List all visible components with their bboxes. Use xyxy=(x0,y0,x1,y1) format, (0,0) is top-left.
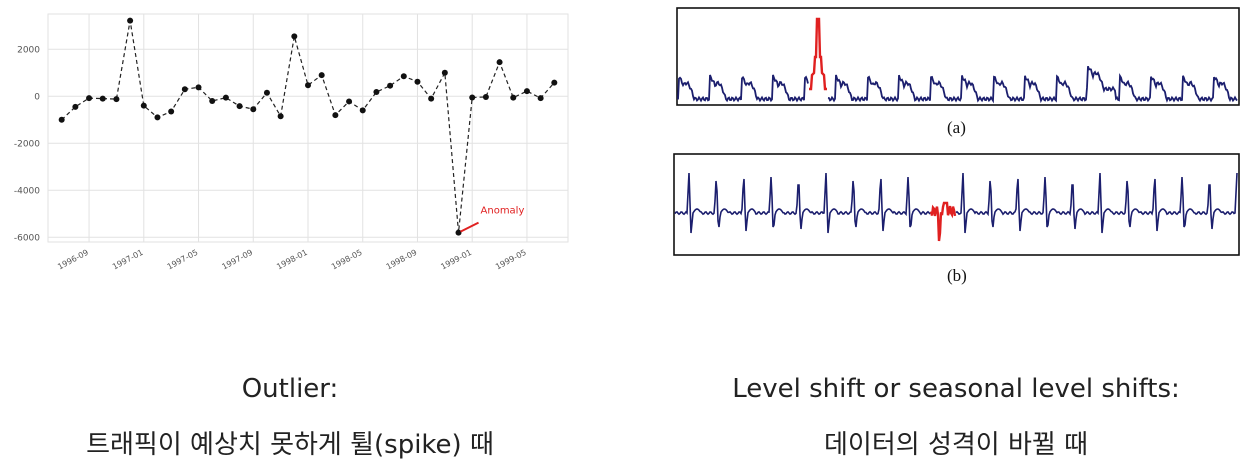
data-point xyxy=(72,103,79,110)
data-point xyxy=(181,86,188,93)
x-tick-label: 1997-09 xyxy=(220,248,254,272)
data-point xyxy=(305,82,311,89)
data-point xyxy=(523,88,530,95)
data-point xyxy=(414,78,421,85)
outlier-line-chart: 2000 0 -2000 -4000 -6000 1996-09 1997-01 1997-… xyxy=(14,13,569,272)
data-point xyxy=(140,102,147,109)
level-shift-segment xyxy=(929,201,957,242)
data-point xyxy=(441,69,448,76)
x-tick-label: 1997-05 xyxy=(166,248,200,272)
data-point xyxy=(209,97,216,104)
x-tick-label: 1999-01 xyxy=(439,248,473,272)
data-point xyxy=(222,94,229,101)
data-point xyxy=(373,89,380,96)
y-tick-label: 2000 xyxy=(17,45,40,55)
level-shift-description: 데이터의 성격이 바뀔 때 xyxy=(824,430,1088,460)
data-point xyxy=(318,72,325,79)
signal-line xyxy=(827,65,1238,104)
data-point xyxy=(263,89,270,96)
anomaly-label: Anomaly xyxy=(481,206,525,217)
y-tick-label: -2000 xyxy=(14,139,40,149)
level-shift-panel-a xyxy=(676,7,1240,106)
y-tick-label: -6000 xyxy=(14,233,40,243)
x-tick-label: 1997-01 xyxy=(111,248,145,272)
outlier-description: 트래픽이 예상치 못하게 튈(spike) 때 xyxy=(86,430,494,460)
data-point xyxy=(359,107,366,114)
x-tick-label: 1998-01 xyxy=(275,248,309,272)
signal-line xyxy=(674,172,931,234)
data-point xyxy=(250,106,257,113)
panel-a-label: (a) xyxy=(947,118,966,137)
data-point xyxy=(455,229,462,236)
anomaly-arrow xyxy=(460,221,479,233)
data-point xyxy=(496,59,503,66)
outlier-title: Outlier: xyxy=(241,374,339,404)
y-axis-ticks: 2000 0 -2000 -4000 -6000 xyxy=(14,45,40,243)
data-point xyxy=(113,96,120,103)
y-tick-label: -4000 xyxy=(14,186,40,196)
spike-segment xyxy=(809,17,827,91)
data-point xyxy=(58,116,65,123)
x-tick-label: 1996-09 xyxy=(56,248,90,272)
signal-line xyxy=(677,74,809,103)
data-point xyxy=(99,95,106,102)
data-point xyxy=(236,103,243,110)
chart-grid xyxy=(48,14,568,242)
x-tick-label: 1998-05 xyxy=(330,248,364,272)
panel-frame xyxy=(676,7,1240,106)
data-point xyxy=(482,93,489,100)
data-point xyxy=(537,95,544,102)
data-point xyxy=(277,113,284,120)
x-tick-label: 1998-09 xyxy=(385,248,419,272)
data-point xyxy=(551,79,558,86)
data-point xyxy=(510,94,517,101)
y-tick-label: 0 xyxy=(34,92,40,102)
panel-frame xyxy=(673,153,1240,256)
data-point xyxy=(291,33,298,40)
data-point xyxy=(86,95,93,102)
data-point xyxy=(387,82,394,89)
anomaly-annotation-group: Anomaly xyxy=(460,206,525,233)
signal-line xyxy=(955,172,1238,234)
data-point xyxy=(195,84,202,91)
data-point xyxy=(127,17,134,24)
x-tick-label: 1999-05 xyxy=(494,248,528,272)
level-shift-title: Level shift or seasonal level shifts: xyxy=(732,374,1180,404)
data-point xyxy=(332,112,339,119)
data-point xyxy=(168,108,175,115)
panel-b-label: (b) xyxy=(947,266,967,285)
data-point xyxy=(346,98,353,105)
data-point xyxy=(428,95,435,102)
x-axis-ticks: 1996-09 1997-01 1997-05 1997-09 1998-01 1998-… xyxy=(56,248,528,272)
level-shift-panel-b xyxy=(673,153,1240,256)
data-point xyxy=(154,114,161,121)
data-point xyxy=(400,73,407,80)
data-point xyxy=(469,94,476,101)
series-points-group xyxy=(58,17,558,236)
